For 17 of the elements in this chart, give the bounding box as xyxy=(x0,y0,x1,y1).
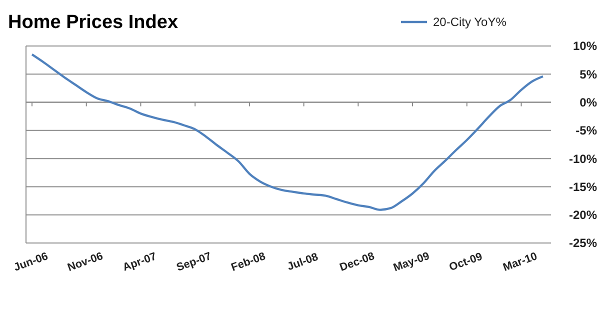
legend-label: 20-City YoY% xyxy=(433,15,507,30)
x-tick-label: Sep-07 xyxy=(175,250,214,274)
x-tick-label: Mar-10 xyxy=(502,250,539,274)
y-tick-label: 0% xyxy=(580,95,598,110)
x-tick-label: Jul-08 xyxy=(286,251,320,274)
y-tick-label: -10% xyxy=(568,152,598,166)
x-tick-label: Feb-08 xyxy=(230,250,268,274)
y-tick-label: -5% xyxy=(576,124,598,138)
y-tick-label: -15% xyxy=(568,180,598,194)
y-tick-label: -25% xyxy=(568,236,598,250)
y-tick-label: 5% xyxy=(580,67,598,82)
y-tick-label: 10% xyxy=(572,39,598,54)
y-tick-label: -20% xyxy=(568,208,598,222)
line-series xyxy=(30,53,544,211)
x-tick-label: Jun-06 xyxy=(12,250,50,274)
x-tick-label: Oct-09 xyxy=(448,250,484,274)
chart-title: Home Prices Index xyxy=(8,12,178,33)
